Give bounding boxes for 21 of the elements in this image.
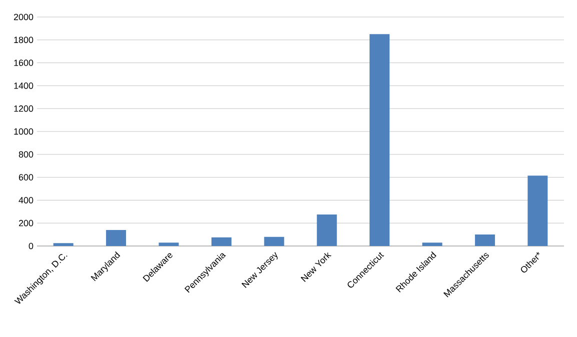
bar [158,242,179,246]
y-tick-label: 400 [18,197,34,204]
y-tick-label: 0 [28,242,34,250]
bar [316,214,337,246]
bar [106,230,126,246]
y-tick-label: 200 [18,220,34,226]
y-tick-label: 1400 [14,82,34,89]
y-tick-label: 1600 [14,60,34,66]
y-tick-label: 800 [18,151,34,158]
bar [53,243,74,246]
y-tick-label: 1200 [14,105,34,112]
bar [211,237,232,246]
bar [370,34,390,246]
bar [528,176,548,246]
y-tick-label: 600 [18,174,34,180]
bar [474,234,495,246]
y-tick-label: 1000 [14,128,34,135]
bar [264,236,284,246]
y-tick-label: 2000 [14,14,34,20]
bar [422,242,442,246]
y-tick-label: 1800 [14,36,34,44]
